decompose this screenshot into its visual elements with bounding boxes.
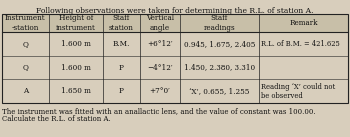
Text: Height of
instrument: Height of instrument <box>56 14 96 32</box>
Text: Reading ‘X’ could not
be observed: Reading ‘X’ could not be observed <box>261 83 335 100</box>
Text: 1.450, 2.380, 3.310: 1.450, 2.380, 3.310 <box>184 64 255 72</box>
Text: Q: Q <box>22 64 28 72</box>
Text: 1.600 m: 1.600 m <box>61 64 91 72</box>
Text: Vertical
angle: Vertical angle <box>146 14 174 32</box>
Text: +6°12′: +6°12′ <box>147 40 173 48</box>
Text: Remark: Remark <box>289 19 318 27</box>
Text: Calculate the R.L. of station A.: Calculate the R.L. of station A. <box>2 115 111 123</box>
Text: R.L. of B.M. = 421.625: R.L. of B.M. = 421.625 <box>261 40 340 48</box>
Text: A: A <box>23 87 28 95</box>
Text: Following observations were taken for determining the R.L. of station A.: Following observations were taken for de… <box>36 7 314 15</box>
Text: 1.650 m: 1.650 m <box>61 87 91 95</box>
Bar <box>2 14 348 32</box>
Text: Staff
readings: Staff readings <box>204 14 235 32</box>
Text: Staff
station: Staff station <box>109 14 134 32</box>
Text: P: P <box>119 87 124 95</box>
Text: The instrument was fitted with an anallactic lens, and the value of constant was: The instrument was fitted with an analla… <box>2 107 316 115</box>
Text: 1.600 m: 1.600 m <box>61 40 91 48</box>
Text: −4°12′: −4°12′ <box>147 64 173 72</box>
Text: Instrument
-station: Instrument -station <box>5 14 46 32</box>
Bar <box>2 14 348 103</box>
Text: +7°0′: +7°0′ <box>149 87 170 95</box>
Text: P: P <box>119 64 124 72</box>
Text: ‘X’, 0.655, 1.255: ‘X’, 0.655, 1.255 <box>189 87 250 95</box>
Text: B.M.: B.M. <box>113 40 130 48</box>
Text: Q: Q <box>22 40 28 48</box>
Text: 0.945, 1.675, 2.405: 0.945, 1.675, 2.405 <box>184 40 255 48</box>
